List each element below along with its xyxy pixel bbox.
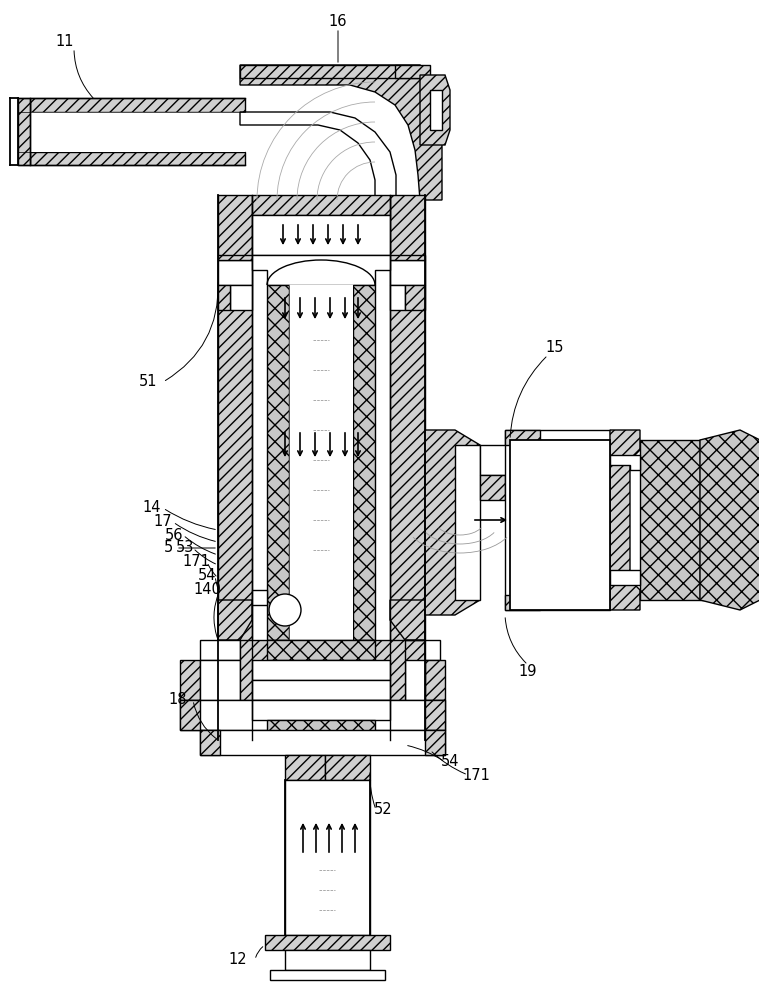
Polygon shape [390, 260, 425, 285]
Polygon shape [267, 640, 375, 660]
Polygon shape [390, 195, 425, 740]
Text: 18: 18 [168, 692, 187, 708]
Text: 16: 16 [329, 14, 348, 29]
Polygon shape [505, 595, 540, 610]
Polygon shape [353, 285, 375, 640]
Polygon shape [200, 660, 240, 700]
Polygon shape [200, 640, 240, 660]
Text: 54: 54 [441, 754, 459, 770]
Text: 171: 171 [462, 768, 490, 782]
Polygon shape [252, 700, 390, 720]
Polygon shape [218, 195, 252, 740]
Polygon shape [395, 65, 430, 90]
Polygon shape [285, 755, 325, 780]
Polygon shape [420, 75, 450, 145]
Polygon shape [505, 430, 610, 610]
Text: 12: 12 [228, 952, 247, 968]
Polygon shape [430, 90, 442, 130]
Text: 15: 15 [546, 340, 564, 356]
Polygon shape [252, 195, 390, 215]
Bar [510, 440, 610, 610]
Polygon shape [390, 285, 405, 310]
Text: 17: 17 [153, 514, 172, 530]
Polygon shape [252, 255, 390, 285]
Polygon shape [425, 700, 445, 730]
Polygon shape [200, 730, 445, 755]
Polygon shape [700, 430, 759, 610]
Polygon shape [390, 600, 425, 640]
Polygon shape [480, 475, 505, 500]
Bar [252, 215, 390, 255]
Bar [30, 112, 245, 152]
Text: 5: 5 [163, 540, 172, 556]
Polygon shape [610, 455, 640, 470]
Polygon shape [240, 640, 405, 700]
Polygon shape [640, 440, 700, 600]
Text: 140: 140 [193, 582, 221, 597]
Text: 14: 14 [143, 500, 161, 516]
Polygon shape [200, 730, 220, 755]
Polygon shape [425, 730, 445, 755]
Polygon shape [405, 660, 425, 700]
Polygon shape [180, 700, 200, 730]
Polygon shape [252, 680, 390, 700]
Polygon shape [700, 440, 725, 600]
Bar [285, 780, 370, 935]
Polygon shape [180, 660, 200, 700]
Polygon shape [218, 260, 252, 285]
Polygon shape [425, 660, 445, 700]
Polygon shape [218, 600, 252, 640]
Polygon shape [218, 255, 252, 260]
Polygon shape [405, 640, 440, 660]
Text: 52: 52 [373, 802, 392, 818]
Text: 56: 56 [165, 528, 183, 542]
Polygon shape [30, 152, 245, 165]
Polygon shape [425, 430, 480, 615]
Polygon shape [18, 98, 30, 165]
Polygon shape [265, 935, 390, 950]
Text: 11: 11 [55, 34, 74, 49]
Text: 51: 51 [139, 374, 157, 389]
Polygon shape [480, 445, 510, 475]
Polygon shape [180, 700, 445, 730]
Polygon shape [267, 720, 375, 735]
Text: 19: 19 [518, 664, 537, 680]
Text: 171: 171 [182, 554, 210, 570]
Polygon shape [405, 285, 425, 310]
Text: 53: 53 [176, 540, 194, 556]
Polygon shape [505, 430, 540, 445]
Bar [285, 950, 370, 970]
Polygon shape [270, 970, 385, 980]
Polygon shape [30, 98, 245, 112]
Bar [289, 285, 353, 640]
Polygon shape [325, 755, 370, 780]
Polygon shape [390, 255, 425, 260]
Polygon shape [218, 285, 230, 310]
Bar [455, 445, 480, 600]
Polygon shape [240, 65, 442, 200]
Polygon shape [240, 65, 420, 78]
Polygon shape [610, 570, 640, 585]
Circle shape [269, 594, 301, 626]
Polygon shape [252, 590, 267, 605]
Polygon shape [610, 430, 640, 610]
Polygon shape [230, 285, 252, 310]
Polygon shape [240, 112, 396, 200]
Polygon shape [267, 285, 289, 640]
Text: 54: 54 [198, 568, 216, 584]
Bar [252, 660, 390, 680]
